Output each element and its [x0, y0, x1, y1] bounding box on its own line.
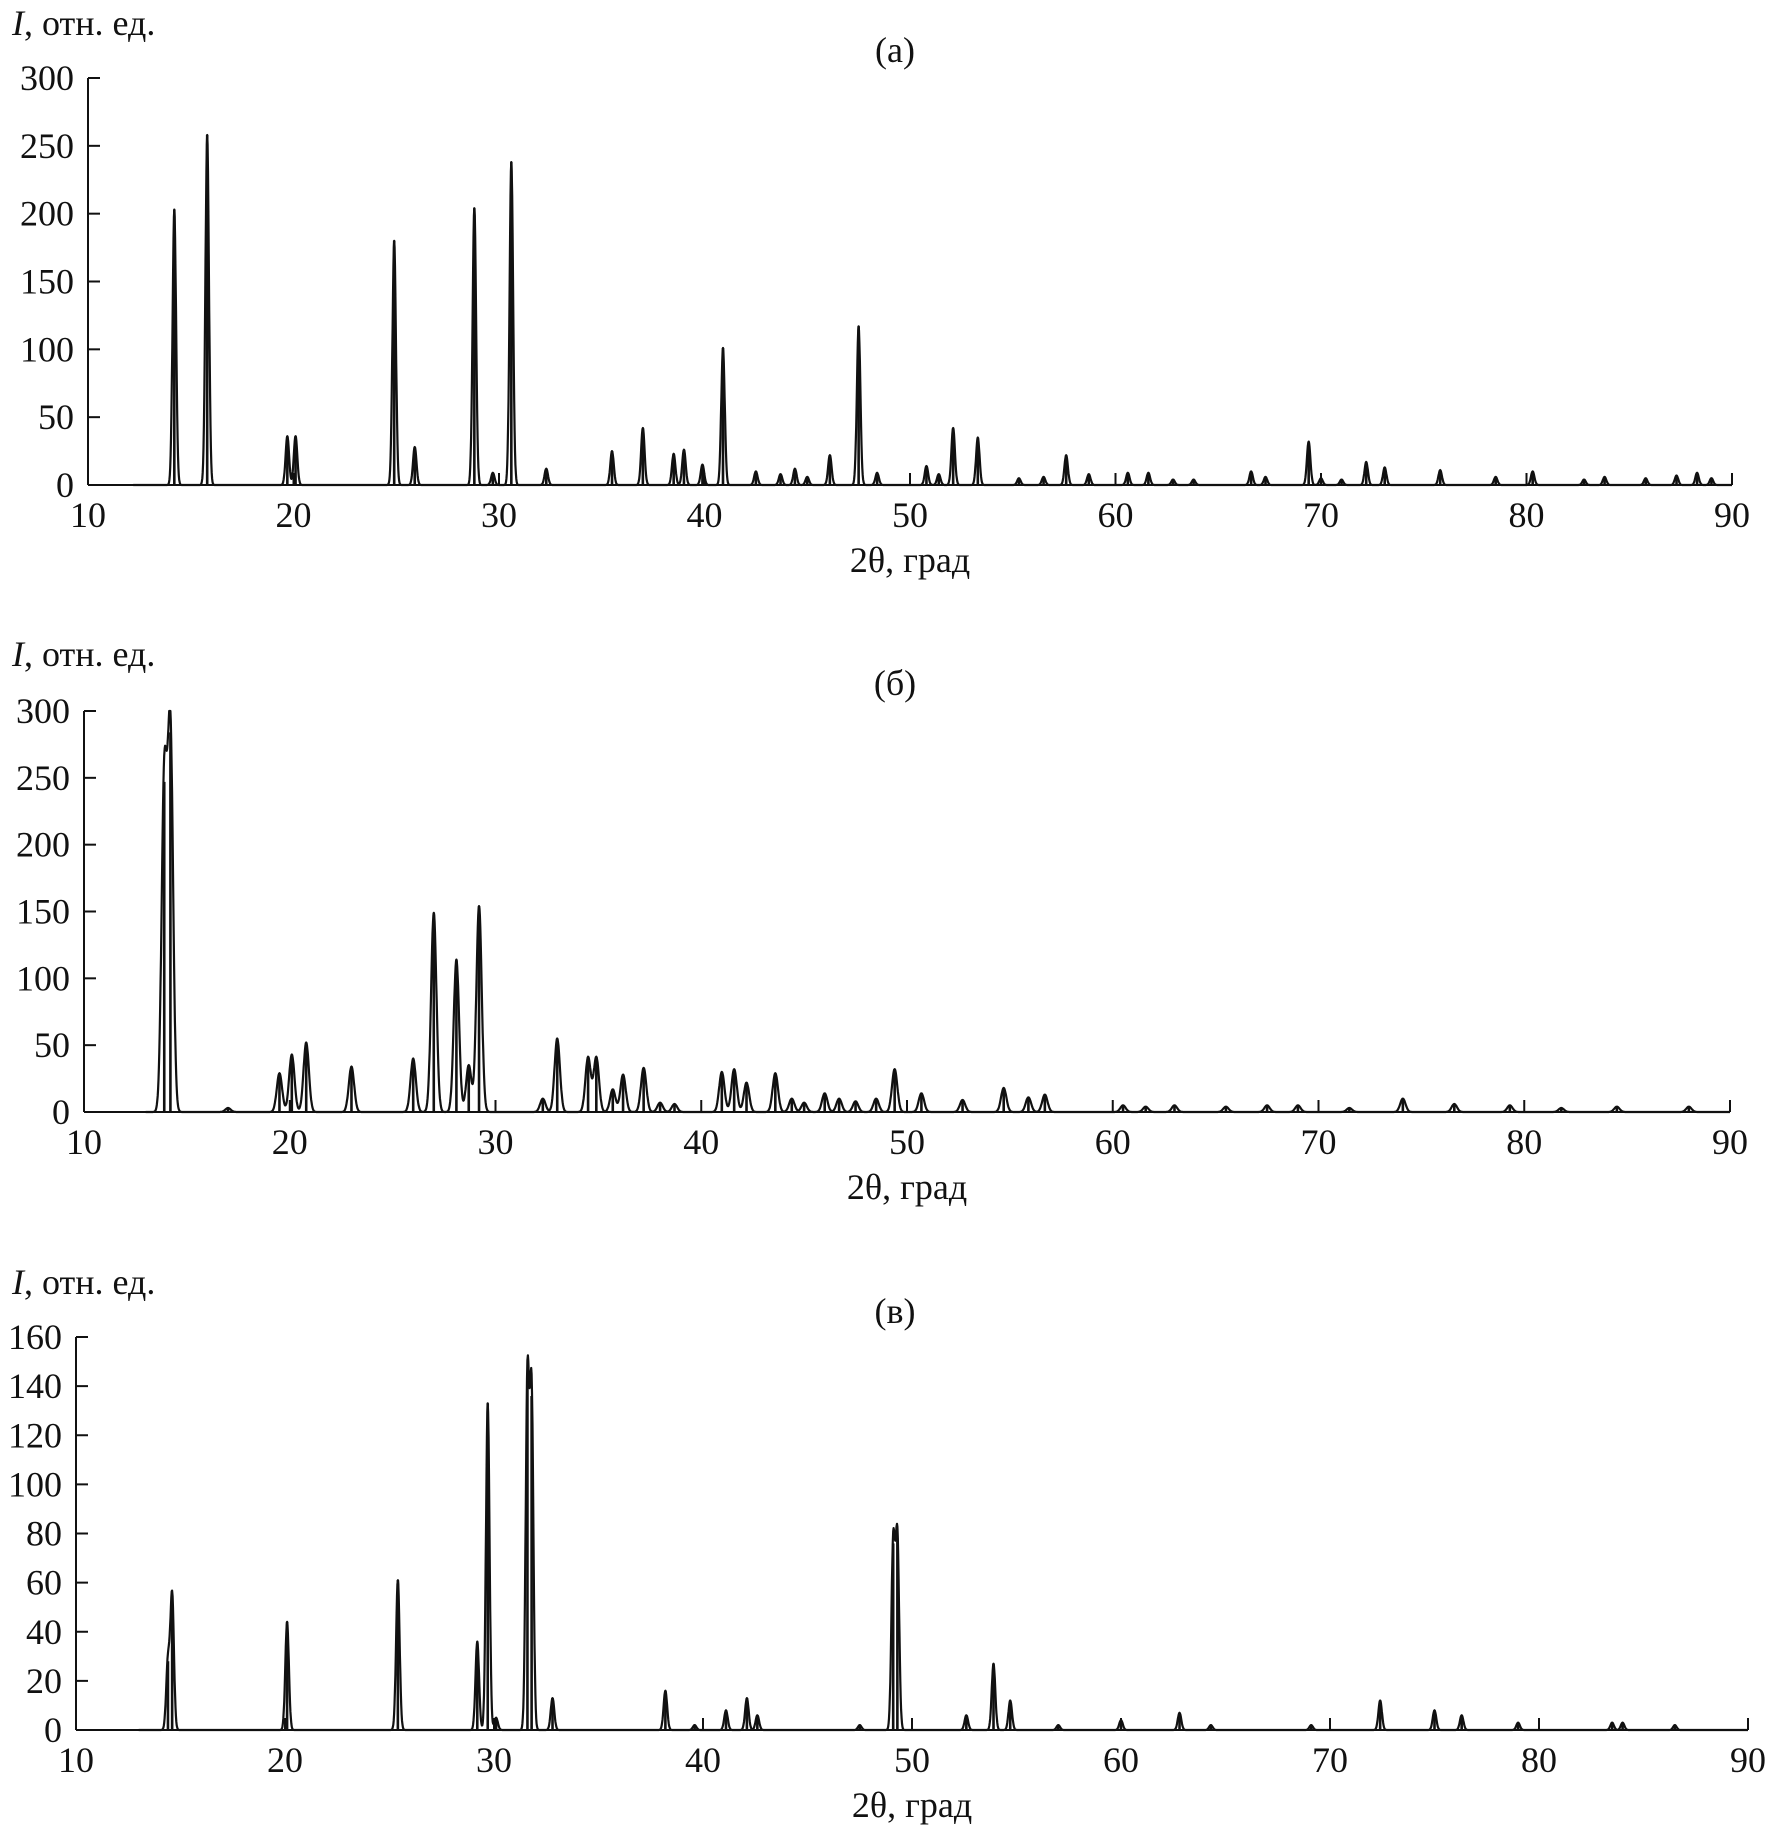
x-axis-title: 2θ, град	[850, 540, 970, 580]
x-tick-label: 50	[889, 1122, 925, 1162]
panel-label: (а)	[875, 30, 915, 70]
y-tick-label: 250	[20, 126, 74, 166]
y-tick-label: 140	[8, 1366, 62, 1406]
x-tick-label: 50	[892, 495, 928, 535]
x-tick-label: 60	[1103, 1740, 1139, 1780]
y-axis-title: I, отн. ед.	[11, 3, 155, 43]
y-tick-label: 200	[20, 194, 74, 234]
diffraction-trace	[145, 709, 1731, 1114]
panel-label: (в)	[875, 1291, 916, 1331]
x-tick-label: 60	[1095, 1122, 1131, 1162]
panel-label: (б)	[874, 663, 916, 703]
y-tick-label: 300	[16, 691, 70, 731]
x-tick-label: 20	[276, 495, 312, 535]
y-tick-label: 50	[34, 1025, 70, 1065]
x-tick-label: 80	[1521, 1740, 1557, 1780]
x-tick-label: 90	[1714, 495, 1750, 535]
y-tick-label: 60	[26, 1563, 62, 1603]
x-tick-label: 70	[1303, 495, 1339, 535]
y-tick-label: 160	[8, 1317, 62, 1357]
y-tick-label: 120	[8, 1415, 62, 1455]
y-axis-title-unit: , отн. ед.	[24, 1262, 155, 1302]
y-tick-label: 40	[26, 1612, 62, 1652]
x-tick-label: 60	[1098, 495, 1134, 535]
x-tick-label: 90	[1712, 1122, 1748, 1162]
x-tick-label: 30	[476, 1740, 512, 1780]
y-axis-title-symbol: I	[11, 3, 26, 43]
y-tick-label: 50	[38, 397, 74, 437]
x-tick-label: 40	[683, 1122, 719, 1162]
x-tick-label: 70	[1312, 1740, 1348, 1780]
x-tick-label: 30	[481, 495, 517, 535]
y-tick-label: 300	[20, 58, 74, 98]
x-tick-label: 10	[58, 1740, 94, 1780]
y-axis-title-unit: , отн. ед.	[24, 3, 155, 43]
y-tick-label: 200	[16, 825, 70, 865]
x-tick-label: 30	[478, 1122, 514, 1162]
y-tick-label: 20	[26, 1661, 62, 1701]
panel-3: I, отн. ед. (в) 0 20 40 60 80 100 120 140 160 10 20 3…	[8, 1262, 1766, 1825]
x-tick-label: 10	[70, 495, 106, 535]
y-tick-label: 80	[26, 1514, 62, 1554]
y-tick-label: 100	[20, 329, 74, 369]
diffraction-trace	[132, 133, 1733, 487]
x-tick-label: 50	[894, 1740, 930, 1780]
x-tick-label: 70	[1301, 1122, 1337, 1162]
y-tick-label: 0	[44, 1710, 62, 1750]
y-tick-label: 150	[20, 262, 74, 302]
y-tick-label: 150	[16, 892, 70, 932]
x-tick-label: 20	[272, 1122, 308, 1162]
panel-2: I, отн. ед. (б) 0 50 100 150 200 250 300 10 20 30 40…	[11, 634, 1748, 1207]
diffraction-trace	[138, 1354, 1749, 1732]
y-tick-label: 100	[16, 958, 70, 998]
y-axis-title: I, отн. ед.	[11, 1262, 155, 1302]
y-tick-label: 100	[8, 1464, 62, 1504]
x-tick-label: 10	[66, 1122, 102, 1162]
x-tick-label: 40	[687, 495, 723, 535]
x-tick-label: 20	[267, 1740, 303, 1780]
x-tick-label: 80	[1509, 495, 1545, 535]
panel-1: I, отн. ед. (а) 0 50 100 150 200 250 300 10 20 30 40…	[11, 3, 1750, 580]
x-tick-label: 80	[1506, 1122, 1542, 1162]
y-axis-title-symbol: I	[11, 1262, 26, 1302]
x-axis-title: 2θ, град	[852, 1785, 972, 1825]
y-axis-title: I, отн. ед.	[11, 634, 155, 674]
y-tick-label: 250	[16, 758, 70, 798]
y-axis-title-symbol: I	[11, 634, 26, 674]
y-axis-title-unit: , отн. ед.	[24, 634, 155, 674]
x-tick-label: 90	[1730, 1740, 1766, 1780]
y-tick-label: 0	[52, 1092, 70, 1132]
y-tick-label: 0	[56, 465, 74, 505]
x-tick-label: 40	[685, 1740, 721, 1780]
x-axis-title: 2θ, град	[847, 1167, 967, 1207]
